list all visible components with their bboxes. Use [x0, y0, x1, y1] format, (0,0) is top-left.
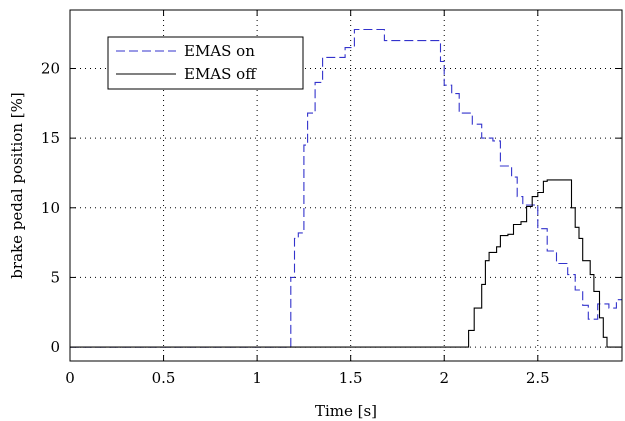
- legend: EMAS on EMAS off: [107, 36, 304, 90]
- y-tick-label: 5: [50, 268, 60, 286]
- y-tick-label: 0: [50, 338, 60, 356]
- axis-ticks: [69, 10, 622, 361]
- x-tick-label: 2.5: [526, 369, 550, 387]
- x-tick-labels: 0 0.5 1 1.5 2 2.5: [65, 369, 549, 387]
- y-tick-label: 15: [41, 129, 60, 147]
- legend-label-emas-off: EMAS off: [184, 65, 257, 83]
- plot-frame: [69, 9, 623, 362]
- y-tick-label: 20: [41, 60, 60, 78]
- y-tick-label: 10: [41, 199, 60, 217]
- series-line-emas-off: [70, 179, 622, 348]
- x-axis-label: Time [s]: [315, 402, 377, 420]
- data-series: [70, 28, 622, 348]
- x-tick-label: 0: [65, 369, 75, 387]
- grid-lines: [70, 10, 622, 361]
- x-tick-label: 2: [439, 369, 449, 387]
- series-line-emas-on: [70, 28, 622, 348]
- y-tick-labels: 0 5 10 15 20: [41, 60, 60, 357]
- legend-box: [107, 36, 304, 90]
- x-tick-label: 1.5: [339, 369, 363, 387]
- legend-label-emas-on: EMAS on: [184, 42, 255, 60]
- x-tick-label: 0.5: [152, 369, 176, 387]
- x-tick-label: 1: [252, 369, 262, 387]
- y-axis-label: brake pedal position [%]: [8, 92, 26, 278]
